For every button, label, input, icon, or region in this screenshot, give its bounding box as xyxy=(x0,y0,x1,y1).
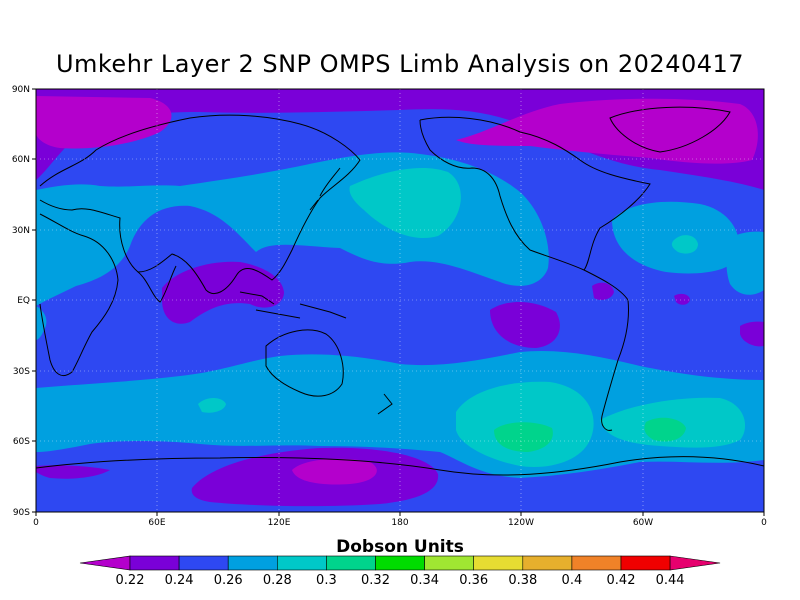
ozone-field xyxy=(36,89,764,512)
ozone-mid-atlantic-low xyxy=(674,293,690,305)
lon-label-120e: 120E xyxy=(268,518,291,528)
coast-japan xyxy=(309,167,341,211)
colorbar-segment xyxy=(326,555,376,571)
colorbar-tick-label: 0.24 xyxy=(165,573,194,588)
ozone-south-green-atlantic xyxy=(644,417,686,442)
lon-label-120w: 120W xyxy=(508,518,534,528)
lat-label-60s: 60S xyxy=(13,437,30,447)
colorbar-segment xyxy=(129,555,180,571)
lat-label-30n: 30N xyxy=(12,226,30,236)
ozone-northern-cyan xyxy=(349,167,461,238)
colorbar-segment xyxy=(375,555,425,571)
colorbar: 0.22 0.24 0.26 0.28 0.3 0.32 0.34 0.36 0.38 0.4 0.… xyxy=(79,555,721,588)
ozone-south-green-pacific xyxy=(494,422,553,452)
lat-label-90n: 90N xyxy=(12,85,30,95)
colorbar-tick-label: 0.32 xyxy=(361,573,390,588)
lon-label-60e: 60E xyxy=(148,518,165,528)
coast-india xyxy=(137,265,177,303)
coast-south-america xyxy=(583,269,629,431)
ozone-arctic-magenta-east xyxy=(456,98,758,164)
ozone-south-indian-cyan xyxy=(198,398,226,413)
ozone-amazon-low xyxy=(592,282,614,300)
coast-africa xyxy=(39,213,119,376)
colorbar-segment xyxy=(473,555,524,571)
colorbar-tick-label: 0.4 xyxy=(562,573,583,588)
colorbar-tick-label: 0.26 xyxy=(214,573,243,588)
colorbar-segment xyxy=(227,555,278,571)
colorbar-segment xyxy=(522,555,573,571)
ozone-antarctic-magenta xyxy=(292,458,377,485)
axis-ticks xyxy=(32,88,765,516)
ozone-indian-low xyxy=(162,261,284,324)
graticule xyxy=(36,89,764,512)
colorbar-tick-label: 0.22 xyxy=(116,573,145,588)
lat-label-90s: 90S xyxy=(13,508,30,518)
ozone-west-africa-low xyxy=(36,306,47,340)
ozone-pacific-low xyxy=(490,301,560,348)
ozone-arctic-magenta-west xyxy=(36,96,172,149)
coast-australia xyxy=(265,329,344,397)
map-title: Umkehr Layer 2 SNP OMPS Limb Analysis on… xyxy=(55,50,745,78)
colorbar-tick-label: 0.44 xyxy=(656,573,685,588)
coast-greenland xyxy=(609,106,731,153)
colorbar-arrow-high xyxy=(669,555,721,571)
lon-label-0-east: 0 xyxy=(761,518,767,528)
colorbar-tick-label: 0.34 xyxy=(410,573,439,588)
colorbar-segment xyxy=(276,555,327,571)
colorbar-tick-label: 0.3 xyxy=(316,573,337,588)
colorbar-segment xyxy=(571,555,622,571)
colorbar-tick-label: 0.36 xyxy=(459,573,488,588)
colorbar-tick-label: 0.38 xyxy=(508,573,537,588)
coastlines xyxy=(36,106,764,476)
colorbar-tick-label: 0.42 xyxy=(607,573,636,588)
coast-indonesia xyxy=(239,291,347,319)
colorbar-segment xyxy=(178,555,229,571)
colorbar-segment xyxy=(424,555,475,571)
ozone-atlantic-cyan xyxy=(671,235,698,254)
colorbar-segment xyxy=(620,555,671,571)
colorbar-tick-label: 0.28 xyxy=(263,573,292,588)
colorbar-arrow-low xyxy=(79,555,131,571)
ozone-atlantic-band-east xyxy=(726,231,764,295)
coast-europe-asia xyxy=(39,114,361,294)
lon-label-60w: 60W xyxy=(633,518,653,528)
lon-label-180: 180 xyxy=(391,518,408,528)
lat-label-30s: 30S xyxy=(13,367,30,377)
lat-label-eq: EQ xyxy=(17,296,30,306)
coast-north-america xyxy=(419,116,651,271)
ozone-africa-low xyxy=(740,321,764,347)
coast-new-zealand xyxy=(377,393,393,415)
ozone-antarctic-edge xyxy=(36,465,110,479)
lat-label-60n: 60N xyxy=(12,155,30,165)
lon-label-0-west: 0 xyxy=(33,518,39,528)
colorbar-title: Dobson Units xyxy=(336,537,464,557)
ozone-atlantic-high xyxy=(612,201,740,274)
coast-antarctica xyxy=(36,456,764,476)
